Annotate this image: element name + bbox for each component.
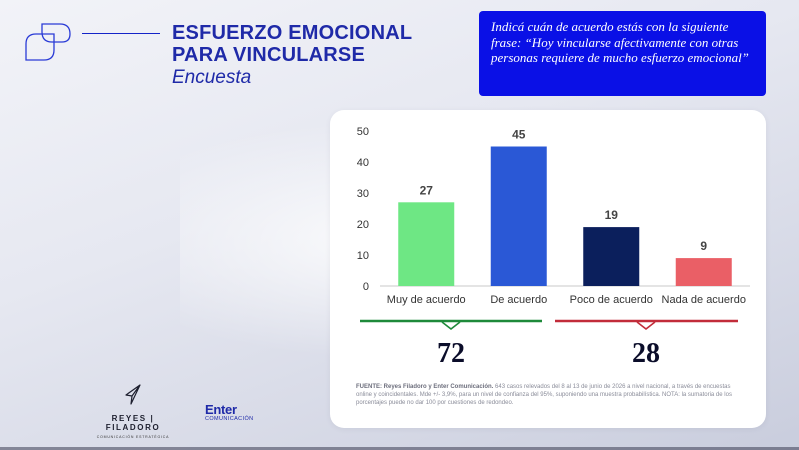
bar-value-label: 9	[700, 239, 707, 253]
bar	[398, 202, 455, 286]
page-title: ESFUERZO EMOCIONAL PARA VINCULARSE	[172, 22, 412, 66]
category-label: De acuerdo	[490, 294, 547, 306]
bar-chart: 0 10 20 30 40 50 27 Muy de acuerdo 45 De acuerdo 1…	[357, 126, 750, 306]
y-tick-label: 50	[357, 126, 369, 138]
page-subtitle: Encuesta	[172, 67, 252, 88]
category-label: Muy de acuerdo	[387, 294, 466, 306]
footnote-text: 643 casos relevados del 8 al 13 de junio…	[356, 384, 732, 406]
y-tick-label: 10	[357, 250, 369, 262]
total-agree: 72	[437, 338, 465, 369]
title-rule	[82, 33, 160, 34]
bar	[583, 227, 640, 286]
bar	[675, 258, 732, 286]
enter-logo: Enter COMUNICACIÓN	[205, 403, 254, 422]
bottom-rule	[0, 447, 799, 450]
footnote-source: FUENTE: Reyes Filadoro y Enter Comunicac…	[356, 384, 494, 390]
reyes-name: REYES | FILADORO	[105, 414, 161, 432]
total-disagree: 28	[632, 338, 660, 369]
reyes-filadoro-logo: REYES | FILADORO COMUNICACIÓN ESTRATÉGIC…	[88, 384, 178, 439]
bar-value-label: 27	[420, 183, 434, 197]
category-label: Nada de acuerdo	[662, 294, 746, 306]
y-tick-label: 0	[363, 281, 369, 293]
enter-name: Enter	[205, 402, 237, 417]
bar	[490, 146, 547, 286]
reyes-tagline: COMUNICACIÓN ESTRATÉGICA	[96, 435, 170, 439]
y-tick-label: 40	[357, 157, 369, 169]
y-tick-label: 20	[357, 219, 369, 231]
y-tick-label: 30	[357, 188, 369, 200]
corner-logo-icon	[25, 23, 71, 61]
paper-plane-icon	[125, 384, 141, 405]
bar-value-label: 19	[605, 208, 619, 222]
question-box: Indicá cuán de acuerdo estás con la sigu…	[479, 11, 766, 96]
category-label: Poco de acuerdo	[570, 294, 653, 306]
bar-value-label: 45	[512, 128, 526, 142]
footnote: FUENTE: Reyes Filadoro y Enter Comunicac…	[356, 383, 746, 407]
enter-tagline: COMUNICACIÓN	[205, 416, 254, 422]
